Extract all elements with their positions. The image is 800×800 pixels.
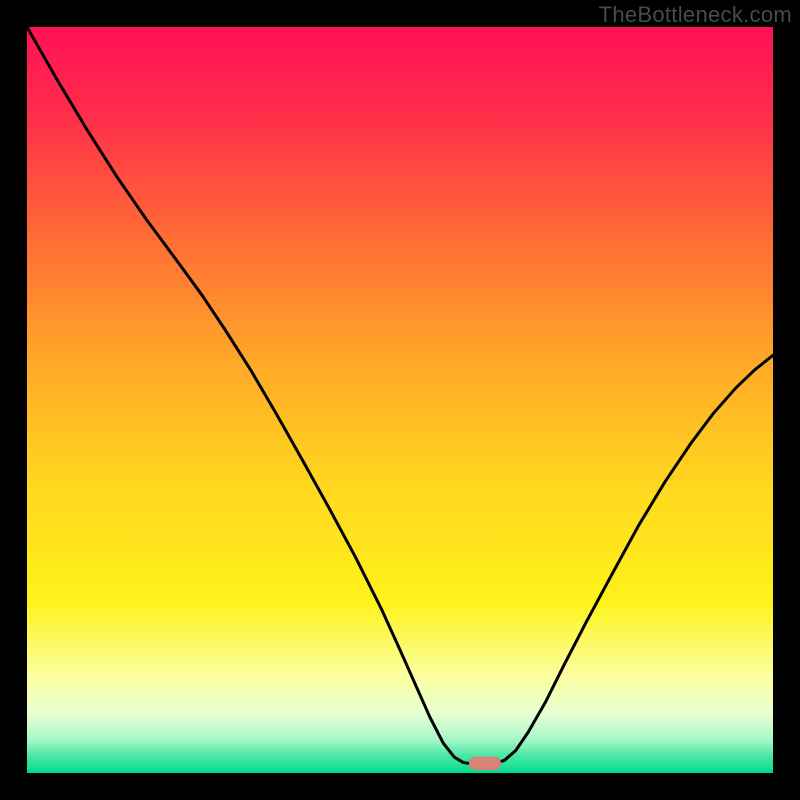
watermark-label: TheBottleneck.com (599, 2, 792, 28)
optimal-marker (469, 757, 501, 770)
chart-frame: TheBottleneck.com (0, 0, 800, 800)
gradient-background (27, 27, 773, 773)
plot-area (27, 27, 773, 773)
chart-svg (27, 27, 773, 773)
